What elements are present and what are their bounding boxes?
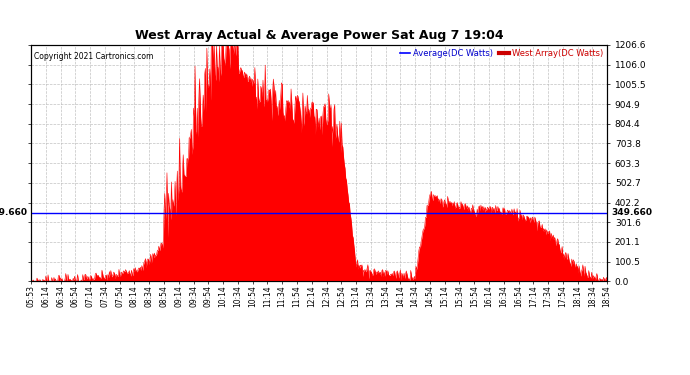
Text: Copyright 2021 Cartronics.com: Copyright 2021 Cartronics.com xyxy=(34,52,153,61)
Text: 349.660: 349.660 xyxy=(611,208,652,217)
Text: 349.660: 349.660 xyxy=(0,208,27,217)
Title: West Array Actual & Average Power Sat Aug 7 19:04: West Array Actual & Average Power Sat Au… xyxy=(135,30,504,42)
Legend: Average(DC Watts), West Array(DC Watts): Average(DC Watts), West Array(DC Watts) xyxy=(400,49,603,58)
